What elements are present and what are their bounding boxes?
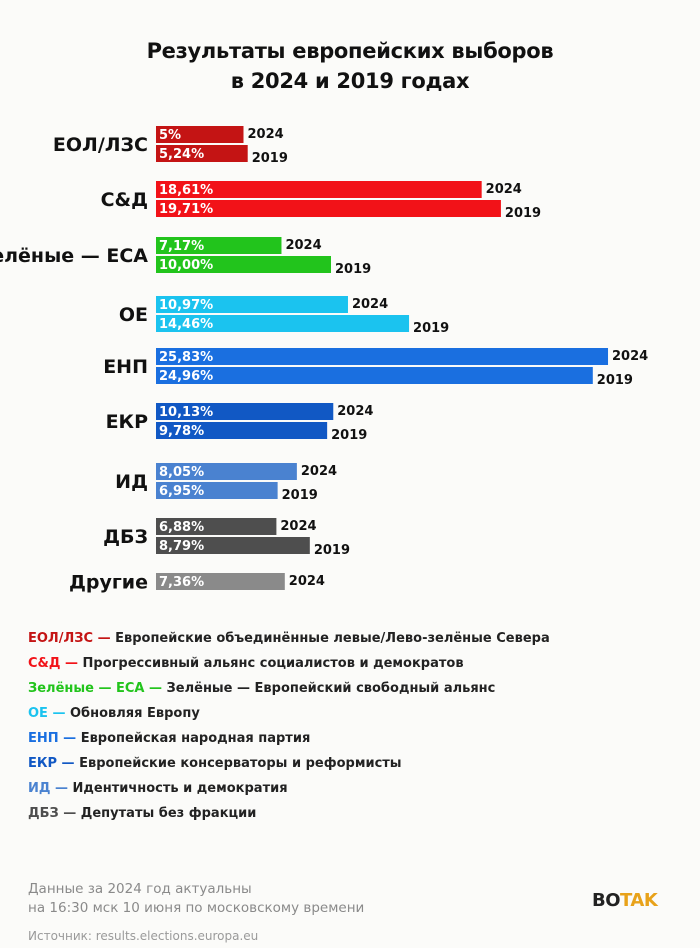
bar-2019: [156, 422, 328, 439]
chart-title-line-1: Результаты европейских выборов: [146, 39, 554, 63]
category-label: С&Д: [101, 189, 148, 211]
bar-value-label: 8,05%: [159, 465, 204, 480]
legend-text: Европейские объединённые левые/Лево-зелё…: [115, 631, 550, 646]
bar-2024: [156, 348, 609, 365]
bar-value-label: 10,00%: [159, 258, 213, 273]
legend-text: Европейская народная партия: [80, 731, 311, 746]
legend-item-greens: Зелёные — ЕСА — Зелёные — Европейский св…: [28, 680, 495, 698]
series-year-label: 2019: [282, 488, 318, 503]
legend-item-eol: ЕОЛ/ЛЗС — Европейские объединённые левые…: [28, 630, 550, 648]
bar-value-label: 7,36%: [159, 575, 204, 590]
legend-item-enp: ЕНП — Европейская народная партия: [28, 730, 310, 748]
footnote-line-2: на 16:30 мск 10 июня по московскому врем…: [28, 900, 365, 916]
logo-part-2: TAK: [620, 890, 658, 911]
legend-item-sd: С&Д — Прогрессивный альянс социалистов и…: [28, 655, 464, 673]
category-label: ЕОЛ/ЛЗС: [53, 134, 148, 156]
bar-value-label: 6,88%: [159, 520, 204, 535]
bar-2024: [156, 237, 282, 254]
brand-logo: BOTAK: [592, 890, 658, 911]
bar-value-label: 5%: [159, 128, 181, 143]
bar-value-label: 19,71%: [159, 202, 213, 217]
legend-item-oe: ОЕ — Обновляя Европу: [28, 705, 200, 723]
category-label: ОЕ: [119, 304, 148, 326]
series-year-label: 2024: [337, 404, 373, 419]
legend-item-id: ИД — Идентичность и демократия: [28, 780, 288, 798]
series-year-label: 2019: [505, 206, 541, 221]
bar-chart: ЕОЛ/ЛЗС 5% 2024 5,24% 2019 С&Д 18,61% 2024 19,71…: [0, 126, 648, 594]
bar-2019: [156, 315, 410, 332]
bar-2024: [156, 573, 285, 590]
bar-2024: [156, 126, 244, 143]
legend-text: Зелёные — Европейский свободный альянс: [166, 681, 496, 696]
legend-text: Идентичность и демократия: [72, 781, 288, 796]
chart-title-line-2: в 2024 и 2019 годах: [230, 69, 470, 93]
legend-abbr: ИД —: [28, 781, 68, 796]
bar-value-label: 10,13%: [159, 405, 213, 420]
series-year-label: 2024: [285, 238, 321, 253]
bar-2024: [156, 518, 277, 535]
bar-2019: [156, 537, 310, 554]
category-label: ЕНП: [103, 356, 148, 378]
series-year-label: 2024: [486, 182, 522, 197]
legend-text: Европейские консерваторы и реформисты: [79, 756, 402, 771]
series-year-label: 2019: [597, 373, 633, 388]
bar-value-label: 10,97%: [159, 298, 213, 313]
category-label: ЕКР: [106, 411, 149, 433]
legend-item-dbz: ДБЗ — Депутаты без фракции: [28, 805, 256, 823]
legend-abbr: ОЕ —: [28, 706, 66, 721]
legend-abbr: С&Д —: [28, 656, 78, 671]
bar-2019: [156, 482, 278, 499]
series-year-label: 2024: [248, 127, 284, 142]
bar-value-label: 18,61%: [159, 183, 213, 198]
bar-value-label: 6,95%: [159, 484, 204, 499]
legend-abbr: Зелёные — ЕСА —: [28, 681, 163, 696]
legend-abbr: ЕНП —: [28, 731, 77, 746]
bar-value-label: 14,46%: [159, 317, 213, 332]
bar-2024: [156, 181, 482, 198]
category-label: Другие: [69, 572, 148, 594]
source-note: Источник: results.elections.europa.eu: [28, 929, 259, 943]
category-label: ДБЗ: [103, 526, 148, 548]
bar-value-label: 9,78%: [159, 424, 204, 439]
bar-2019: [156, 256, 331, 273]
series-year-label: 2019: [314, 543, 350, 558]
bar-value-label: 5,24%: [159, 147, 204, 162]
legend-abbr: ДБЗ —: [28, 806, 77, 821]
bar-value-label: 24,96%: [159, 369, 213, 384]
bar-value-label: 8,79%: [159, 539, 204, 554]
bar-2024: [156, 403, 334, 420]
footnote: Данные за 2024 год актуальны на 16:30 мс…: [28, 880, 364, 918]
logo-part-1: BO: [592, 890, 621, 911]
legend-abbr: ЕОЛ/ЛЗС —: [28, 631, 111, 646]
bar-2019: [156, 145, 248, 162]
series-year-label: 2024: [612, 349, 648, 364]
category-label: Зелёные — ЕСА: [0, 245, 148, 267]
series-year-label: 2024: [352, 297, 388, 312]
legend-item-ekr: ЕКР — Европейские консерваторы и реформи…: [28, 755, 402, 773]
bar-value-label: 7,17%: [159, 239, 204, 254]
series-year-label: 2024: [289, 574, 325, 589]
legend-text: Прогрессивный альянс социалистов и демок…: [82, 656, 464, 671]
bar-2019: [156, 367, 593, 384]
category-label: ИД: [115, 471, 148, 493]
bar-2019: [156, 200, 501, 217]
legend-abbr: ЕКР —: [28, 756, 75, 771]
series-year-label: 2019: [413, 321, 449, 336]
legend-text: Депутаты без фракции: [80, 806, 257, 821]
bar-value-label: 25,83%: [159, 350, 213, 365]
legend-text: Обновляя Европу: [70, 706, 200, 721]
bar-2024: [156, 463, 297, 480]
series-year-label: 2024: [301, 464, 337, 479]
chart-title: Результаты европейских выборов в 2024 и …: [0, 36, 700, 96]
bar-2024: [156, 296, 348, 313]
series-year-label: 2019: [331, 428, 367, 443]
series-year-label: 2024: [280, 519, 316, 534]
series-year-label: 2019: [335, 262, 371, 277]
series-year-label: 2019: [252, 151, 288, 166]
footnote-line-1: Данные за 2024 год актуальны: [28, 881, 252, 897]
